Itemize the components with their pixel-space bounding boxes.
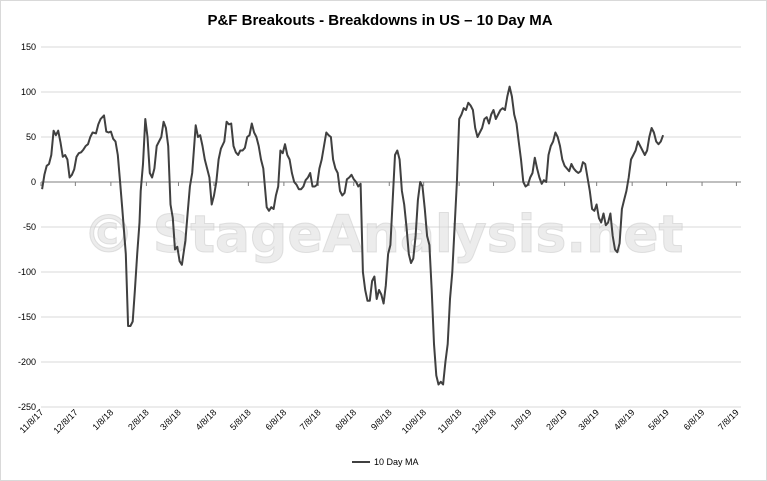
y-tick-label: -250	[18, 402, 36, 412]
x-tick-label: 4/8/18	[194, 407, 219, 432]
x-tick-label: 9/8/18	[369, 407, 394, 432]
x-tick-label: 2/8/19	[544, 407, 569, 432]
x-tick-label: 5/8/18	[228, 407, 253, 432]
x-tick-label: 3/8/19	[576, 407, 601, 432]
x-tick-label: 4/8/19	[612, 407, 637, 432]
y-tick-label: -50	[23, 222, 36, 232]
y-tick-label: 150	[21, 42, 36, 52]
x-tick-label: 1/8/19	[509, 407, 534, 432]
x-tick-label: 7/8/19	[716, 407, 741, 432]
x-tick-label: 2/8/18	[126, 407, 151, 432]
y-tick-label: 100	[21, 87, 36, 97]
legend-label: 10 Day MA	[374, 457, 419, 467]
gridlines	[41, 46, 741, 408]
watermark: © StageAnalysis.net	[83, 205, 684, 265]
x-tick-label: 7/8/18	[298, 407, 323, 432]
x-tick-label: 8/8/18	[333, 407, 358, 432]
legend: 10 Day MA	[352, 457, 419, 467]
y-tick-label: -200	[18, 357, 36, 367]
x-tick-label: 11/8/18	[436, 407, 464, 435]
x-axis	[40, 181, 741, 186]
x-tick-label: 1/8/18	[91, 407, 116, 432]
x-tick-label: 5/8/19	[646, 407, 671, 432]
series-line-0	[41, 85, 665, 386]
y-tick-label: -150	[18, 312, 36, 322]
y-tick-label: 50	[26, 132, 36, 142]
x-tick-label: 6/8/18	[264, 407, 289, 432]
x-tick-label: 12/8/17	[51, 407, 79, 435]
series-layer	[41, 85, 665, 386]
chart-title: P&F Breakouts - Breakdowns in US – 10 Da…	[207, 12, 552, 29]
y-tick-label: 0	[31, 177, 36, 187]
y-tick-label: -100	[18, 267, 36, 277]
x-tick-label: 10/8/18	[400, 407, 428, 435]
x-tick-label: 12/8/18	[470, 407, 498, 435]
y-axis-ticks: 150 100 50 0 -50 -100 -150 -200 -250	[18, 42, 36, 412]
x-tick-label: 3/8/18	[158, 407, 183, 432]
x-axis-ticks: 11/8/17 12/8/17 1/8/18 2/8/18 3/8/18 4/8/18 5/…	[18, 407, 741, 435]
x-tick-label: 6/8/19	[682, 407, 707, 432]
